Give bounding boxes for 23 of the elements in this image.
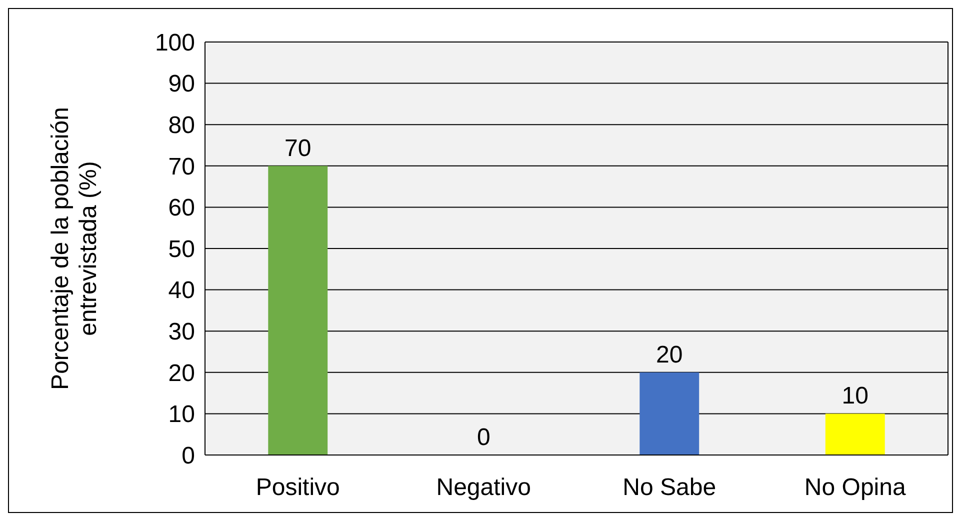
x-tick-label: No Opina bbox=[804, 474, 906, 501]
y-tick-label: 90 bbox=[168, 70, 195, 98]
data-label: 70 bbox=[284, 134, 312, 162]
y-tick-label: 100 bbox=[154, 29, 195, 56]
x-tick-label: No Sabe bbox=[622, 474, 716, 501]
data-label: 20 bbox=[656, 341, 683, 368]
data-label: 10 bbox=[842, 382, 868, 410]
bar bbox=[825, 414, 885, 455]
y-tick-label: 30 bbox=[168, 318, 195, 346]
y-tick-label: 70 bbox=[168, 153, 195, 180]
x-tick-label: Negativo bbox=[436, 474, 531, 501]
bar bbox=[268, 166, 328, 455]
y-tick-label: 20 bbox=[168, 360, 195, 387]
y-tick-label: 40 bbox=[168, 277, 195, 304]
y-tick-label: 80 bbox=[168, 112, 195, 139]
y-axis-title: Porcentaje de la población entrevistada (%) bbox=[47, 107, 102, 390]
y-tick-label: 50 bbox=[168, 236, 195, 263]
bar bbox=[640, 372, 700, 455]
x-tick-label: Positivo bbox=[256, 474, 340, 501]
y-tick-label: 60 bbox=[168, 194, 195, 222]
y-tick-label: 10 bbox=[168, 401, 195, 428]
y-tick-label: 0 bbox=[182, 442, 195, 470]
data-label: 0 bbox=[476, 424, 490, 451]
